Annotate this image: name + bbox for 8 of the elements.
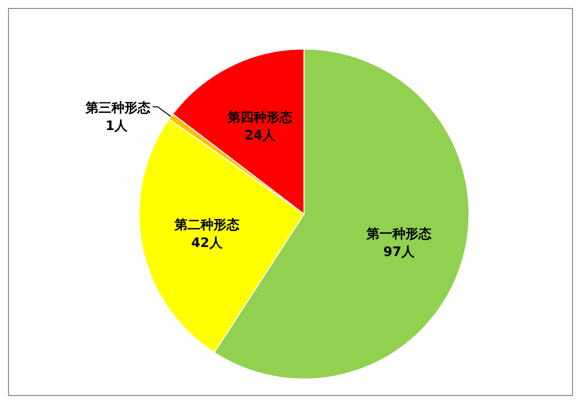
data-label: 42人 [191,236,224,251]
slice-label: 第四种形态 [226,109,294,126]
data-label: 97人 [383,245,416,260]
slice-label: 第三种形态 [84,100,152,116]
data-label: 1人 [106,118,129,134]
slice-label: 第一种形态 [365,226,432,242]
data-label: 24人 [244,128,277,144]
slice-label: 第二种形态 [173,216,240,233]
